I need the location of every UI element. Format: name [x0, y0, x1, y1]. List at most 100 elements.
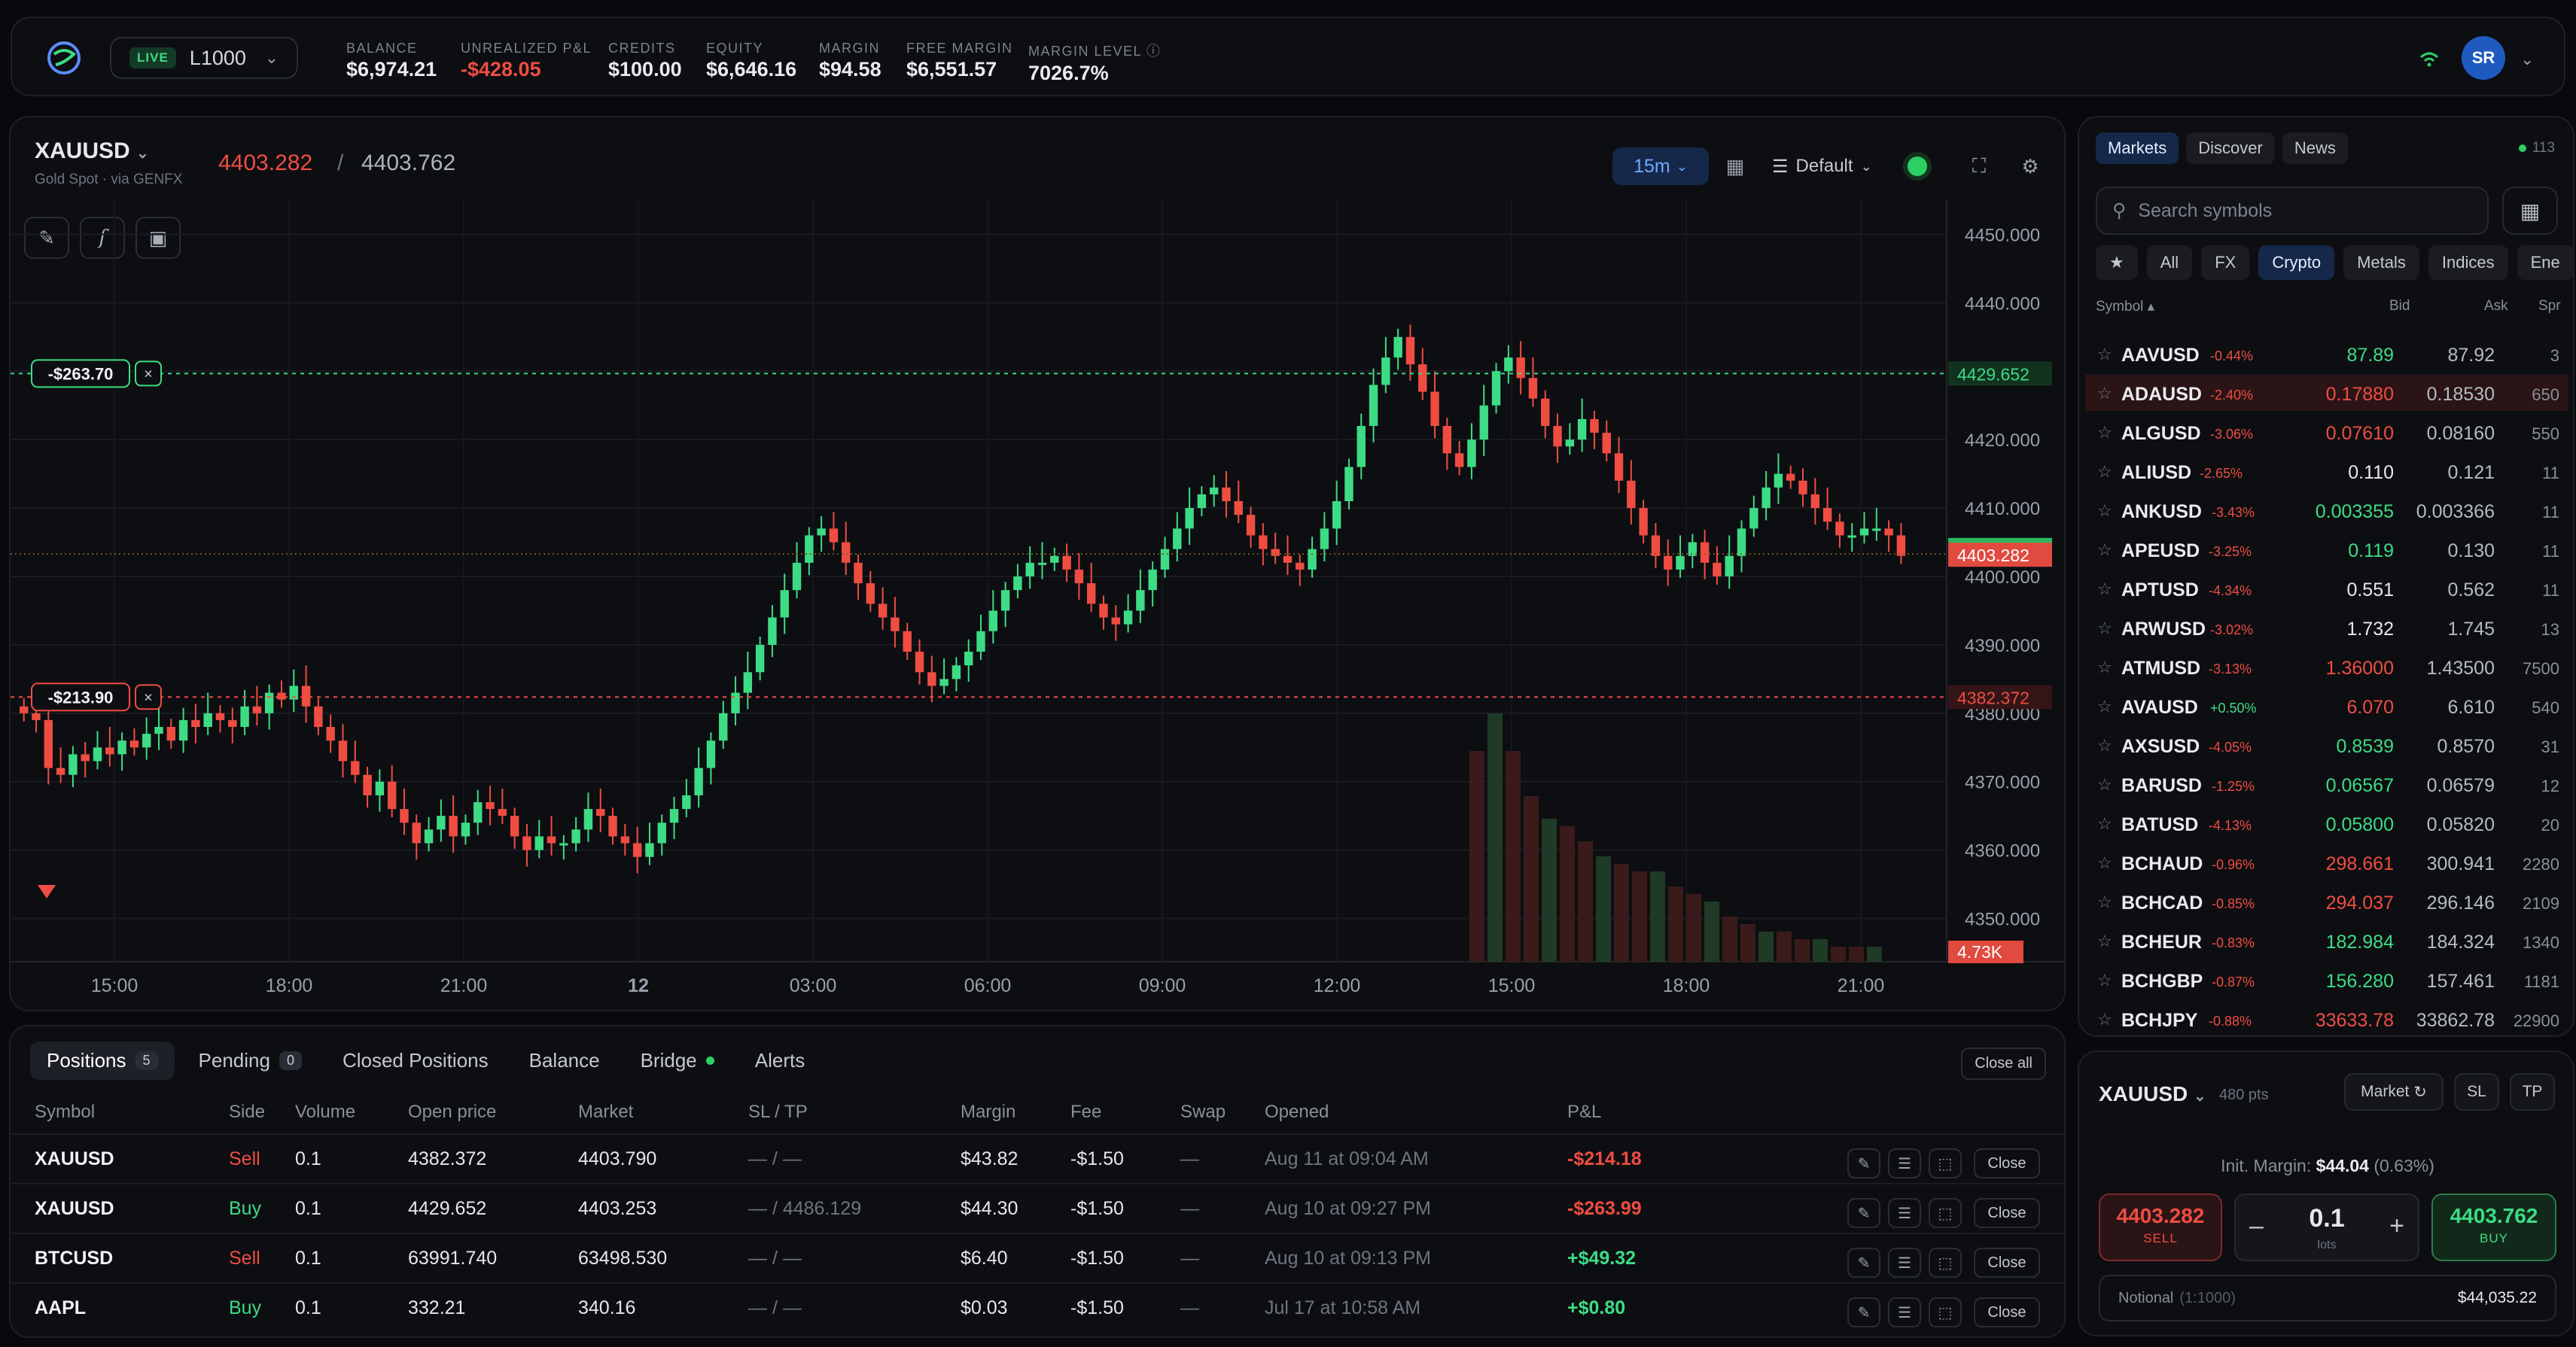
close-position-button[interactable]: Close: [1974, 1297, 2040, 1327]
quantity-stepper[interactable]: – 0.1 lots +: [2234, 1193, 2419, 1261]
filter-all[interactable]: All: [2146, 245, 2193, 280]
market-row[interactable]: ☆ ALIUSD -2.65% 0.110 0.121 11: [2085, 453, 2568, 489]
market-row[interactable]: ☆ BATUSD -4.13% 0.05800 0.05820 20: [2085, 805, 2568, 841]
close-all-button[interactable]: Close all: [1961, 1047, 2046, 1080]
avatar[interactable]: SR: [2462, 36, 2505, 80]
star-icon[interactable]: ☆: [2097, 697, 2112, 716]
tab-positions[interactable]: Positions 5: [30, 1041, 175, 1080]
star-icon[interactable]: ☆: [2097, 932, 2112, 950]
star-icon[interactable]: ☆: [2097, 345, 2112, 363]
market-row[interactable]: ☆ AAVUSD -0.44% 87.89 87.92 3: [2085, 336, 2568, 372]
tab-discover[interactable]: Discover: [2186, 132, 2275, 164]
col-fee[interactable]: Fee: [1070, 1102, 1102, 1122]
partial-close-icon[interactable]: ⬚: [1929, 1148, 1962, 1178]
col-p&l[interactable]: P&L: [1567, 1102, 1602, 1122]
sl-button[interactable]: SL: [2454, 1073, 2499, 1111]
star-icon[interactable]: ☆: [2097, 423, 2112, 442]
market-row[interactable]: ☆ BCHCAD -0.85% 294.037 296.146 2109: [2085, 883, 2568, 920]
market-row[interactable]: ☆ BARUSD -1.25% 0.06567 0.06579 12: [2085, 766, 2568, 802]
market-row[interactable]: ☆ ALGUSD -3.06% 0.07610 0.08160 550: [2085, 414, 2568, 450]
grid-layout-icon[interactable]: ▦: [1725, 154, 1745, 178]
filter-fx[interactable]: FX: [2201, 245, 2250, 280]
col-symbol[interactable]: Symbol: [35, 1102, 96, 1122]
market-row[interactable]: ☆ ADAUSD -2.40% 0.17880 0.18530 650: [2085, 375, 2568, 411]
star-icon[interactable]: ☆: [2097, 462, 2112, 481]
edit-icon[interactable]: ✎: [1847, 1248, 1880, 1278]
star-icon[interactable]: ☆: [2097, 384, 2112, 403]
star-icon[interactable]: ☆: [2097, 658, 2112, 677]
star-icon[interactable]: ☆: [2097, 501, 2112, 520]
settings-gear-icon[interactable]: ⚙: [2021, 154, 2039, 178]
tab-news[interactable]: News: [2282, 132, 2348, 164]
timeframe-selector[interactable]: 15m ⌄: [1612, 147, 1709, 185]
tab-closed-positions[interactable]: Closed Positions: [326, 1041, 505, 1080]
tab-bridge[interactable]: Bridge: [624, 1041, 731, 1080]
position-row[interactable]: AAPL Buy 0.1 332.21 340.16 — / — $0.03 -$1.50 — J…: [11, 1282, 2064, 1332]
star-icon[interactable]: ☆: [2097, 853, 2112, 872]
col-margin[interactable]: Margin: [961, 1102, 1016, 1122]
market-row[interactable]: ☆ AXSUSD -4.05% 0.8539 0.8570 31: [2085, 727, 2568, 763]
col-volume[interactable]: Volume: [295, 1102, 356, 1122]
star-icon[interactable]: ☆: [2097, 579, 2112, 598]
market-row[interactable]: ☆ ATMUSD -3.13% 1.36000 1.43500 7500: [2085, 649, 2568, 685]
grid-view-icon[interactable]: ▦: [2502, 187, 2558, 235]
market-row[interactable]: ☆ BCHEUR -0.83% 182.984 184.324 1340: [2085, 923, 2568, 959]
fullscreen-icon[interactable]: ⛶: [1972, 154, 1987, 177]
partial-close-icon[interactable]: ⬚: [1929, 1198, 1962, 1228]
market-row[interactable]: ☆ BCHAUD -0.96% 298.661 300.941 2280: [2085, 844, 2568, 880]
close-position-button[interactable]: Close: [1974, 1148, 2040, 1178]
market-row[interactable]: ☆ ANKUSD -3.43% 0.003355 0.003366 11: [2085, 492, 2568, 528]
filter-crypto[interactable]: Crypto: [2258, 245, 2335, 280]
details-icon[interactable]: ☰: [1888, 1198, 1921, 1228]
layout-selector[interactable]: ☰ Default ⌄: [1772, 156, 1872, 177]
header-bid[interactable]: Bid: [2389, 298, 2410, 314]
star-icon[interactable]: ☆: [2097, 540, 2112, 559]
quantity-value[interactable]: 0.1: [2309, 1204, 2345, 1233]
plus-icon[interactable]: +: [2389, 1212, 2404, 1240]
details-icon[interactable]: ☰: [1888, 1297, 1921, 1327]
buy-button[interactable]: 4403.762 BUY: [2431, 1193, 2556, 1261]
market-row[interactable]: ☆ AVAUSD +0.50% 6.070 6.610 540: [2085, 688, 2568, 724]
edit-icon[interactable]: ✎: [1847, 1148, 1880, 1178]
star-icon[interactable]: ☆: [2097, 619, 2112, 637]
market-row[interactable]: ☆ BCHGBP -0.87% 156.280 157.461 1181: [2085, 962, 2568, 998]
search-input[interactable]: ⚲ Search symbols: [2096, 187, 2489, 235]
sell-button[interactable]: 4403.282 SELL: [2099, 1193, 2222, 1261]
col-market[interactable]: Market: [578, 1102, 634, 1122]
edit-icon[interactable]: ✎: [1847, 1297, 1880, 1327]
filter-metals[interactable]: Metals: [2343, 245, 2419, 280]
star-icon[interactable]: ☆: [2097, 775, 2112, 794]
star-icon[interactable]: ☆: [2097, 971, 2112, 990]
partial-close-icon[interactable]: ⬚: [1929, 1297, 1962, 1327]
close-position-button[interactable]: Close: [1974, 1198, 2040, 1228]
partial-close-icon[interactable]: ⬚: [1929, 1248, 1962, 1278]
candlestick-chart[interactable]: 4450.0004440.0004430.0004420.0004410.000…: [11, 200, 2064, 1010]
star-icon[interactable]: ☆: [2097, 736, 2112, 755]
col-side[interactable]: Side: [229, 1102, 266, 1122]
favorites-star-icon[interactable]: ★: [2096, 245, 2138, 280]
market-row[interactable]: ☆ ARWUSD -3.02% 1.732 1.745 13: [2085, 610, 2568, 646]
position-row[interactable]: XAUUSD Buy 0.1 4429.652 4403.253 — / 4486.129…: [11, 1183, 2064, 1233]
minus-icon[interactable]: –: [2249, 1212, 2264, 1240]
market-row[interactable]: ☆ BCHJPY -0.88% 33633.78 33862.78 22900: [2085, 1001, 2568, 1035]
position-row[interactable]: XAUUSD Sell 0.1 4382.372 4403.790 — / — $43.82…: [11, 1133, 2064, 1183]
close-position-button[interactable]: Close: [1974, 1248, 2040, 1278]
market-row[interactable]: ☆ APEUSD -3.25% 0.119 0.130 11: [2085, 531, 2568, 567]
robot-icon[interactable]: ▣: [135, 217, 181, 259]
account-selector[interactable]: LIVE L1000 ⌄: [110, 37, 298, 79]
header-symbol[interactable]: Symbol ▴: [2096, 299, 2155, 315]
header-ask[interactable]: Ask: [2484, 298, 2508, 314]
tab-pending[interactable]: Pending 0: [182, 1041, 318, 1080]
col-open-price[interactable]: Open price: [408, 1102, 497, 1122]
header-spread[interactable]: Spr: [2538, 298, 2561, 314]
star-icon[interactable]: ☆: [2097, 814, 2112, 833]
tp-button[interactable]: TP: [2510, 1073, 2555, 1111]
tab-balance[interactable]: Balance: [513, 1041, 617, 1080]
star-icon[interactable]: ☆: [2097, 892, 2112, 911]
filter-indices[interactable]: Indices: [2428, 245, 2508, 280]
star-icon[interactable]: ☆: [2097, 1010, 2112, 1029]
edit-icon[interactable]: ✎: [1847, 1198, 1880, 1228]
function-icon[interactable]: f: [80, 217, 125, 259]
col-sl-tp[interactable]: SL / TP: [748, 1102, 808, 1122]
order-symbol[interactable]: XAUUSD ⌄: [2099, 1082, 2206, 1105]
